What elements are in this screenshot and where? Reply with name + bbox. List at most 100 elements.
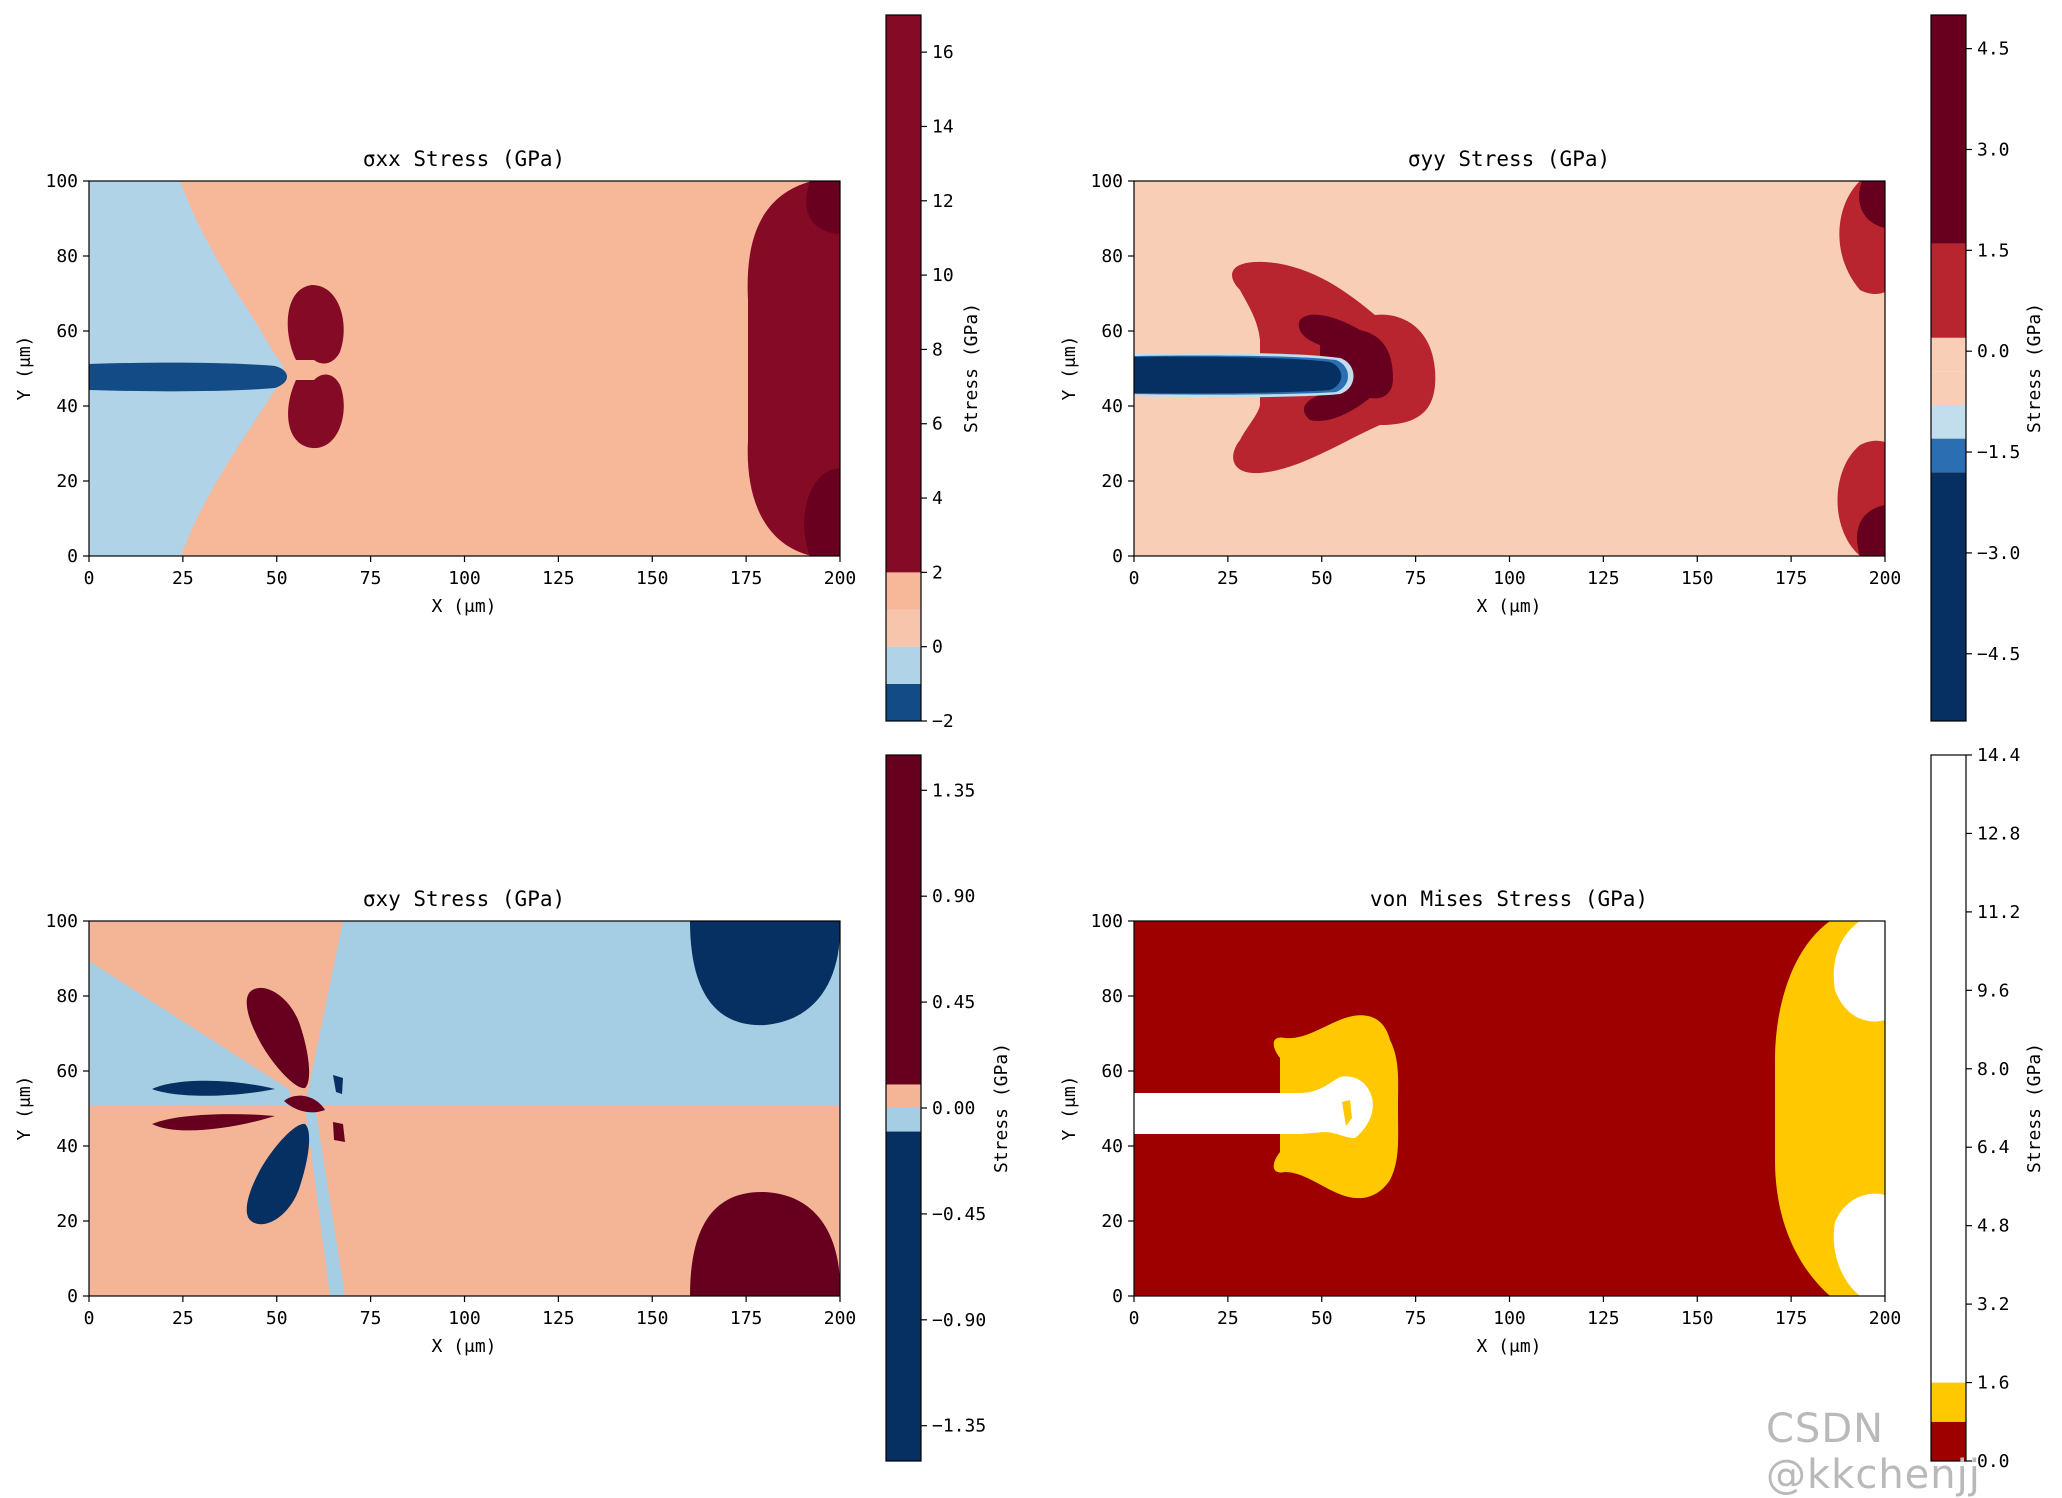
y-tick-label: 0 [1112, 1286, 1123, 1307]
contour-region-tip-upper [287, 285, 344, 364]
x-tick-label: 25 [172, 568, 194, 589]
y-tick-label: 60 [1101, 1061, 1123, 1082]
colorbar-frame [1930, 14, 1967, 722]
x-tick-label: 75 [360, 568, 382, 589]
colorbar-band [886, 646, 921, 684]
contour-region-edge-high-top [1833, 921, 1885, 1022]
x-tick-label: 200 [1869, 1308, 1902, 1329]
contour-region-positive-wedge [89, 1106, 290, 1256]
contour-region-high-upper-lobe [246, 987, 310, 1089]
colorbar-tick-label: 12 [932, 191, 954, 212]
x-axis-label: X (μm) [1476, 596, 1541, 617]
x-tick-label: 100 [448, 1308, 481, 1329]
colorbar-tick-label: 12.8 [1977, 823, 2020, 844]
colorbar: −4.5 −3.0 −1.5 0.0 1.5 3.0 4.5 [1930, 14, 2020, 722]
colorbar-tick-label: 0 [932, 637, 943, 658]
contour-region-corner-bottom-peak [1857, 505, 1885, 556]
colorbar-tick-label: 2 [932, 562, 943, 583]
x-tick-label: 150 [636, 568, 669, 589]
x-tick-label: 175 [1775, 568, 1808, 589]
colorbar-band [886, 15, 921, 573]
contour-region-edge-peak-top [806, 181, 840, 234]
contour-region-low-tip [333, 1075, 343, 1094]
x-tick-label: 0 [1129, 568, 1140, 589]
contour-region-edge-peak-bottom [804, 468, 840, 556]
colorbar-tick-label: −4.5 [1977, 644, 2020, 665]
colorbar-band [886, 609, 921, 647]
colorbar-band [1931, 472, 1966, 721]
colorbar-band [886, 683, 921, 721]
y-axis-label: Y (μm) [1059, 335, 1080, 400]
colorbar-tick-label: 8 [932, 339, 943, 360]
y-tick-label: 20 [1101, 471, 1123, 492]
y-tick-label: 80 [56, 986, 78, 1007]
x-tick-label: 150 [1681, 568, 1714, 589]
colorbar: 0.0 1.6 3.2 4.8 6.4 8.0 9.6 11.2 12.8 14.4 [1930, 745, 2020, 1472]
colorbar-tick-label: −1.35 [932, 1416, 986, 1437]
panel-sigma-yy: σyy Stress (GPa) 0 25 50 75 100 125 150 175 2000… [1059, 14, 2045, 722]
y-tick-label: 60 [56, 1061, 78, 1082]
x-axis-label: X (μm) [1476, 1336, 1541, 1357]
colorbar-tick-label: −1.5 [1977, 442, 2020, 463]
panel-von-mises: von Mises Stress (GPa) 0 25 50 75 100 125 150 1… [1059, 745, 2045, 1472]
axes: 0 25 50 75 100 125 150 175 200 0 20 40 60 80 100 [45, 171, 856, 589]
colorbar-band [1931, 1382, 1966, 1422]
contour-region-low-left [152, 1080, 275, 1096]
y-tick-label: 80 [56, 246, 78, 267]
colorbar-tick-label: 9.6 [1977, 980, 2010, 1001]
x-tick-label: 25 [172, 1308, 194, 1329]
x-tick-label: 25 [1217, 568, 1239, 589]
colorbar-tick-label: 4.8 [1977, 1216, 2010, 1237]
x-tick-label: 125 [1587, 1308, 1620, 1329]
y-tick-label: 80 [1101, 246, 1123, 267]
colorbar-band [886, 1131, 921, 1461]
contour-region-high-tip [284, 1095, 325, 1113]
x-tick-label: 75 [1405, 568, 1427, 589]
colorbar-label: Stress (GPa) [2024, 1043, 2045, 1173]
contour-region-tip-lower [288, 374, 344, 449]
contour-region-tip-core [1342, 1100, 1352, 1126]
x-tick-label: 150 [1681, 1308, 1714, 1329]
x-tick-label: 175 [1775, 1308, 1808, 1329]
contour-region-high-left [152, 1114, 275, 1131]
contour-field [1134, 921, 1885, 1296]
y-tick-label: 0 [67, 1286, 78, 1307]
colorbar-band [886, 1084, 921, 1108]
colorbar-tick-label: 1.5 [1977, 240, 2010, 261]
colorbar-tick-label: 3.0 [1977, 139, 2010, 160]
colorbar-tick-label: 0.0 [1977, 341, 2010, 362]
contour-region-low-lower-lobe [246, 1123, 310, 1225]
colorbar-tick-label: 6.4 [1977, 1137, 2010, 1158]
axes: 0 25 50 75 100 125 150 175 200 0 20 40 60 80 100 [45, 911, 856, 1329]
x-tick-label: 100 [1493, 568, 1526, 589]
x-axis-label: X (μm) [431, 1336, 496, 1357]
colorbar-tick-label: 4.5 [1977, 39, 2010, 60]
x-tick-label: 75 [1405, 1308, 1427, 1329]
x-tick-label: 75 [360, 1308, 382, 1329]
colorbar-label: Stress (GPa) [2024, 303, 2045, 433]
y-axis-label: Y (μm) [14, 1075, 35, 1140]
colorbar-band [1931, 243, 1966, 338]
x-tick-label: 50 [1311, 1308, 1333, 1329]
colorbar-tick-label: 1.35 [932, 780, 975, 801]
axes: 0 25 50 75 100 125 150 175 200 0 20 40 60 80 100 [1090, 911, 1901, 1329]
y-tick-label: 0 [1112, 546, 1123, 567]
y-axis-label: Y (μm) [1059, 1075, 1080, 1140]
contour-region-low-corner [690, 921, 840, 1026]
watermark: CSDN @kkchenjj [1766, 1406, 1981, 1498]
x-tick-label: 150 [636, 1308, 669, 1329]
colorbar-tick-label: 6 [932, 414, 943, 435]
y-tick-label: 100 [45, 911, 78, 932]
chart-title: σxx Stress (GPa) [363, 147, 565, 171]
contour-field [89, 921, 840, 1296]
panel-sigma-xx: σxx Stress (GPa) 0 25 50 75 100 125 150 175 2000… [14, 14, 982, 732]
x-tick-label: 100 [448, 568, 481, 589]
chart-title: σxy Stress (GPa) [363, 887, 565, 911]
contour-region-edge-high-bottom [1833, 1193, 1885, 1296]
y-tick-label: 40 [1101, 396, 1123, 417]
x-tick-label: 125 [542, 1308, 575, 1329]
colorbar-band [1931, 404, 1966, 439]
y-tick-label: 40 [1101, 1136, 1123, 1157]
x-tick-label: 175 [730, 1308, 763, 1329]
